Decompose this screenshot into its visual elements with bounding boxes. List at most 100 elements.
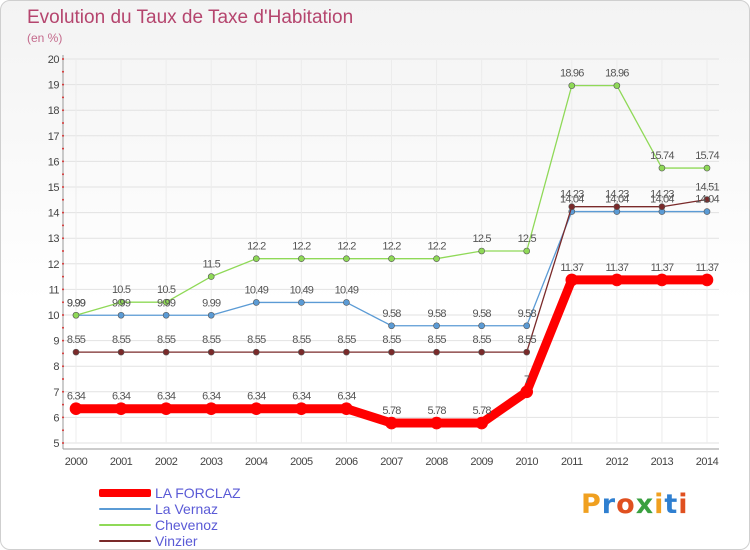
data-point <box>162 298 170 306</box>
data-label: 11.37 <box>696 262 719 274</box>
legend-swatch <box>99 524 151 526</box>
y-axis-dot <box>62 250 64 252</box>
data-label: 8.55 <box>518 334 537 346</box>
data-point <box>340 402 353 415</box>
data-label: 18.96 <box>560 68 584 80</box>
data-label: 10.49 <box>245 284 269 296</box>
y-axis-dot <box>62 262 64 265</box>
data-point <box>568 203 576 211</box>
y-axis-dot <box>62 198 64 201</box>
data-point <box>298 299 305 306</box>
data-point <box>207 348 215 356</box>
data-point <box>655 273 669 287</box>
data-label: 6.34 <box>112 391 131 403</box>
data-label: 6.34 <box>247 391 266 403</box>
data-label: 11.37 <box>651 262 674 274</box>
data-point <box>72 348 80 356</box>
data-label: 14.04 <box>695 194 719 206</box>
data-point <box>478 348 485 356</box>
x-tick-label: 2000 <box>65 456 88 468</box>
data-label: 5.78 <box>473 405 492 417</box>
data-point <box>430 416 443 430</box>
data-point <box>658 164 666 172</box>
data-label: 8.55 <box>247 334 266 346</box>
data-label: 8.55 <box>473 334 492 346</box>
y-tick-label: 17 <box>48 131 60 143</box>
data-label: 15.74 <box>695 150 719 162</box>
data-label: 8.55 <box>112 334 131 346</box>
data-label: 9.58 <box>427 308 446 320</box>
data-point <box>523 322 531 330</box>
data-label: 8.55 <box>337 334 356 346</box>
data-label: 8.55 <box>382 334 401 346</box>
data-point <box>388 255 395 262</box>
data-label: 14.51 <box>695 182 719 194</box>
x-tick-label: 2013 <box>651 456 674 468</box>
data-point <box>252 255 260 262</box>
data-label: 14.04 <box>560 194 584 206</box>
data-point <box>295 402 308 415</box>
data-point <box>117 348 125 356</box>
data-point <box>343 299 350 306</box>
y-tick-label: 13 <box>48 233 60 245</box>
data-label: 8.55 <box>427 334 446 346</box>
data-label: 12.2 <box>337 241 356 253</box>
y-tick-label: 7 <box>53 387 59 399</box>
y-axis-dot <box>62 173 64 176</box>
legend-swatch <box>99 508 151 510</box>
x-tick-label: 2005 <box>290 456 313 468</box>
legend-label: LA FORCLAZ <box>155 485 241 501</box>
data-label: 11.37 <box>605 262 628 274</box>
data-label: 12.2 <box>427 241 446 253</box>
data-label: 8.55 <box>67 334 86 346</box>
data-label: 10.5 <box>112 284 131 296</box>
data-label: 12.5 <box>473 233 492 245</box>
data-point <box>478 322 485 330</box>
data-label: 6.34 <box>67 391 86 403</box>
data-point <box>162 311 170 319</box>
y-tick-label: 20 <box>48 54 60 66</box>
data-point <box>568 82 576 89</box>
data-point <box>162 348 170 356</box>
x-tick-label: 2006 <box>335 456 358 468</box>
y-axis-dot <box>62 83 64 86</box>
data-label: 12.2 <box>382 241 401 253</box>
y-tick-label: 8 <box>53 361 59 373</box>
data-label: 14.23 <box>650 189 674 201</box>
y-axis-dot <box>62 70 64 73</box>
data-label: 12.2 <box>247 241 266 253</box>
data-label: 14.23 <box>605 189 629 201</box>
y-axis-dot <box>62 147 64 150</box>
y-tick-label: 15 <box>48 182 60 194</box>
y-axis-dot <box>62 339 64 342</box>
data-label: 6.34 <box>157 391 176 403</box>
data-point <box>252 348 260 356</box>
data-point <box>298 255 305 262</box>
data-label: 8.55 <box>157 334 176 346</box>
data-point <box>523 247 531 255</box>
y-axis-dot <box>62 186 64 188</box>
data-label: 11.37 <box>560 262 583 274</box>
y-axis-dot <box>62 224 64 227</box>
y-axis-dot <box>62 429 64 432</box>
data-point <box>69 402 83 415</box>
data-point <box>249 402 263 415</box>
data-point <box>72 311 80 319</box>
data-point <box>252 299 260 306</box>
y-axis-dot <box>62 352 64 355</box>
x-tick-label: 2011 <box>561 456 583 468</box>
data-label: 10.49 <box>335 284 359 296</box>
data-point <box>523 348 531 356</box>
data-label: 5.78 <box>382 405 401 417</box>
data-label: 11.5 <box>203 259 221 271</box>
data-point <box>117 298 125 306</box>
data-point <box>658 203 666 211</box>
y-axis-dot <box>62 237 64 240</box>
data-point <box>613 82 621 89</box>
data-point <box>433 255 440 262</box>
x-tick-label: 2007 <box>380 456 403 468</box>
y-tick-label: 18 <box>48 105 60 117</box>
data-point <box>343 348 350 356</box>
